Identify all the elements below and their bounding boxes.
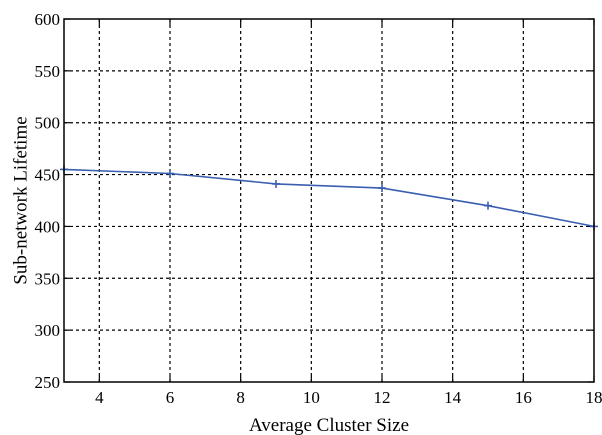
x-tick-label: 18 (586, 388, 602, 407)
series-line (63, 168, 595, 228)
y-axis-title: Sub-network Lifetime (11, 116, 32, 284)
x-axis-title: Average Cluster Size (249, 415, 409, 435)
plot-frame (63, 18, 595, 383)
tick-labels: 4 6 8 10 12 14 16 18 250 300 350 400 450 500 550 600 (35, 10, 602, 407)
x-tick-label: 4 (95, 388, 104, 407)
y-tick-label: 300 (35, 321, 61, 340)
x-tick-label: 8 (236, 388, 245, 407)
x-tick-label: 12 (374, 388, 391, 407)
y-tick-label: 250 (35, 373, 61, 392)
y-tick-label: 450 (35, 166, 61, 185)
y-tick-label: 400 (35, 217, 61, 236)
x-tick-label: 10 (303, 388, 320, 407)
data-point (166, 169, 174, 178)
y-tick-label: 350 (35, 269, 61, 288)
data-point (272, 179, 280, 188)
x-tick-label: 16 (515, 388, 532, 407)
y-tick-label: 600 (35, 10, 61, 29)
x-tick-label: 6 (166, 388, 175, 407)
grid-lines (64, 19, 594, 382)
y-tick-label: 500 (35, 114, 61, 133)
data-point (378, 184, 386, 193)
series-layer (60, 165, 598, 231)
x-tick-label: 14 (444, 388, 462, 407)
y-tick-label: 550 (35, 62, 61, 81)
data-point (484, 201, 492, 210)
tick-marks (64, 18, 595, 383)
